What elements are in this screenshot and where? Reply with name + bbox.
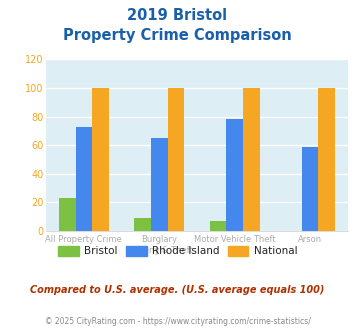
Bar (151, 138, 168, 231)
Bar (168, 88, 184, 231)
Text: © 2025 CityRating.com - https://www.cityrating.com/crime-statistics/: © 2025 CityRating.com - https://www.city… (45, 317, 310, 326)
Bar (135, 218, 151, 231)
Bar (210, 221, 226, 231)
Text: Property Crime Comparison: Property Crime Comparison (63, 28, 292, 43)
Legend: Bristol, Rhode Island, National: Bristol, Rhode Island, National (54, 242, 301, 260)
Bar (243, 88, 260, 231)
Bar (76, 127, 92, 231)
Text: 2019 Bristol: 2019 Bristol (127, 8, 228, 23)
Bar (226, 119, 243, 231)
Bar (302, 147, 318, 231)
Bar (92, 88, 109, 231)
Text: Compared to U.S. average. (U.S. average equals 100): Compared to U.S. average. (U.S. average … (30, 285, 325, 295)
Bar (59, 198, 76, 231)
Bar (318, 88, 335, 231)
